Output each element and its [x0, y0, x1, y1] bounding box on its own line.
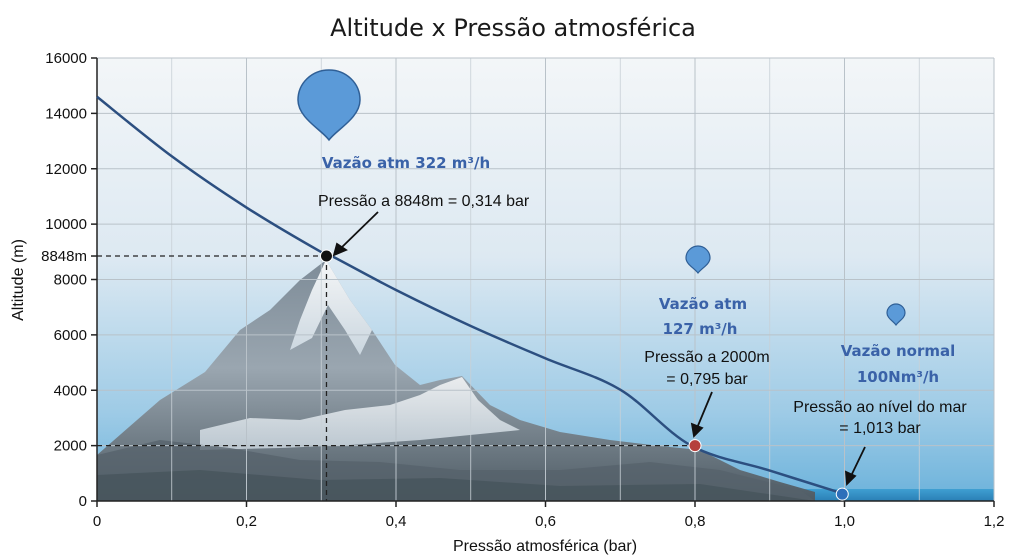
- medium-droplet-icon: [685, 245, 711, 274]
- small-droplet-icon: [886, 303, 906, 326]
- summit-arrowhead: [332, 242, 348, 257]
- x-tick-label: 0: [93, 513, 101, 530]
- summit-point: [319, 249, 333, 263]
- x-tick-label: 0,4: [386, 513, 407, 530]
- y-axis-label: Altitude (m): [10, 239, 27, 321]
- sea-pressure-label-line2: = 1,013 bar: [839, 420, 921, 437]
- y-tick-label: 6000: [54, 327, 87, 344]
- y-axis-ticks: 0 2000 4000 6000 8000 10000 12000 14000 16000 884…: [41, 50, 97, 510]
- mid-arrowhead: [690, 422, 704, 438]
- x-tick-label: 1,0: [834, 513, 855, 530]
- reference-lines: [97, 255, 695, 501]
- y-tick-label: 12000: [45, 161, 87, 178]
- data-points: [319, 249, 849, 501]
- x-axis-ticks: 0 0,2 0,4 0,6 0,8 1,0 1,2: [93, 501, 1005, 530]
- y-tick-label: 0: [79, 493, 87, 510]
- flow-label-sea-line2: 100Nm³/h: [857, 368, 939, 386]
- mountain-illustration: [97, 260, 815, 501]
- chart-title: Altitude x Pressão atmosférica: [330, 14, 696, 42]
- x-tick-label: 1,2: [984, 513, 1005, 530]
- x-tick-label: 0,8: [685, 513, 706, 530]
- sea-arrow: [850, 446, 866, 477]
- y-tick-label: 14000: [45, 105, 87, 122]
- y-tick-label: 2000: [54, 438, 87, 455]
- large-droplet-icon: [297, 69, 361, 142]
- gridlines: [97, 57, 995, 501]
- flow-label-top: Vazão atm 322 m³/h: [322, 154, 490, 172]
- flow-bubbles: [297, 69, 906, 326]
- y-tick-label: 4000: [54, 382, 87, 399]
- y-tick-label: 16000: [45, 50, 87, 67]
- mid-altitude-point: [688, 439, 702, 453]
- y-tick-label-8848: 8848m: [41, 248, 87, 265]
- x-axis-label: Pressão atmosférica (bar): [453, 538, 637, 555]
- mid-arrow: [696, 391, 713, 429]
- flow-label-mid-line1: Vazão atm: [659, 295, 747, 313]
- annotation-arrows: [332, 211, 866, 487]
- mid-pressure-label-line2: = 0,795 bar: [666, 371, 748, 388]
- sea-level-point: [835, 487, 849, 501]
- flow-label-mid-line2: 127 m³/h: [663, 320, 738, 338]
- summit-arrow: [339, 211, 379, 250]
- sea-pressure-label-line1: Pressão ao nível do mar: [793, 399, 967, 416]
- x-tick-label: 0,6: [535, 513, 556, 530]
- summit-pressure-label: Pressão a 8848m = 0,314 bar: [318, 193, 530, 210]
- mid-pressure-label-line1: Pressão a 2000m: [644, 349, 769, 366]
- x-tick-label: 0,2: [236, 513, 257, 530]
- sea-arrowhead: [844, 470, 857, 487]
- y-tick-label: 8000: [54, 272, 87, 289]
- flow-label-sea-line1: Vazão normal: [841, 342, 956, 360]
- y-tick-label: 10000: [45, 216, 87, 233]
